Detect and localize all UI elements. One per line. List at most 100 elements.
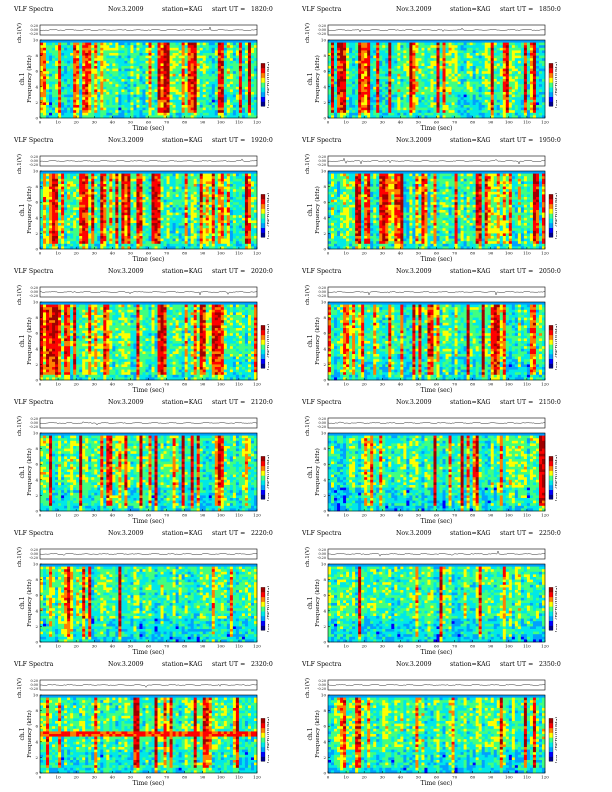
- colorbar: [548, 325, 554, 369]
- spectrogram-cells: [328, 302, 546, 381]
- x-axis-label: Time (sec): [421, 256, 453, 262]
- panel-title-label: VLF Spectra: [14, 529, 53, 539]
- panel-ut-prefix: start UT =: [212, 660, 245, 670]
- waveform-ytick-label: -0.20: [317, 32, 326, 36]
- waveform-frame: [39, 548, 258, 560]
- x-tick-label: 80: [470, 513, 476, 518]
- waveform-line: [39, 683, 258, 688]
- channel-label: ch.1: [19, 466, 26, 479]
- colorbar-label: log₁₀(PSD)(V²/Hz): [266, 324, 269, 370]
- x-axis-label: Time (sec): [133, 518, 165, 524]
- waveform-ytick-label: -0.20: [317, 294, 326, 298]
- x-tick-label: 50: [416, 775, 422, 780]
- waveform-ytick-label: 0.00: [30, 290, 38, 294]
- waveform-ytick-label: 0.20: [318, 548, 326, 552]
- x-tick-label: 60: [434, 775, 440, 780]
- channel-label: ch.1: [307, 73, 314, 86]
- x-tick-label: 20: [74, 513, 80, 518]
- x-tick-label: 90: [488, 382, 494, 387]
- x-tick-label: 120: [253, 775, 261, 780]
- y-tick-label: 4: [35, 739, 38, 744]
- y-tick-label: 6: [35, 331, 38, 336]
- channel-label: ch.1: [307, 204, 314, 217]
- spectrogram-panel: VLF Spectra Nov.3.2009 station=KAG start UT…: [302, 136, 561, 262]
- waveform-frame: [327, 286, 546, 298]
- x-tick-label: 120: [253, 251, 261, 256]
- spectrogram-cells: [40, 171, 258, 250]
- channel-label: ch.1: [307, 466, 314, 479]
- panel-start-ut: 1820:0: [251, 5, 273, 15]
- x-tick-label: 40: [398, 120, 404, 125]
- channel-label: ch.1: [307, 728, 314, 741]
- colorbar: [260, 194, 266, 238]
- spectrogram-cells: [328, 695, 546, 774]
- waveform-line: [327, 291, 546, 296]
- y-tick-label: 10: [321, 38, 327, 43]
- x-tick-label: 40: [110, 513, 116, 518]
- y-tick-label: 10: [33, 431, 39, 436]
- waveform-ytick-label: -0.20: [317, 163, 326, 167]
- y-axis-label: Frequency (kHz): [314, 448, 321, 496]
- y-tick-label: 0: [35, 640, 38, 645]
- panel-title-label: VLF Spectra: [14, 398, 53, 408]
- x-tick-label: 0: [327, 382, 330, 387]
- x-tick-label: 70: [452, 382, 458, 387]
- panel-date: Nov.3.2009: [108, 660, 144, 670]
- y-tick-label: 10: [33, 169, 39, 174]
- x-tick-label: 20: [74, 644, 80, 649]
- panel-start-ut: 2120:0: [251, 398, 273, 408]
- panel-station: station=KAG: [162, 398, 203, 408]
- spectrogram-cells: [328, 564, 546, 643]
- x-tick-label: 80: [182, 513, 188, 518]
- waveform-ytick-label: 0.00: [318, 28, 326, 32]
- x-tick-label: 110: [235, 382, 243, 387]
- y-tick-label: 6: [323, 462, 326, 467]
- x-tick-label: 30: [92, 251, 98, 256]
- x-tick-label: 10: [344, 120, 350, 125]
- x-tick-label: 20: [362, 120, 368, 125]
- y-axis-label: Frequency (kHz): [26, 579, 33, 627]
- x-tick-label: 30: [92, 513, 98, 518]
- x-tick-label: 60: [434, 251, 440, 256]
- y-tick-label: 2: [323, 624, 326, 629]
- y-tick-label: 4: [35, 84, 38, 89]
- x-tick-label: 10: [344, 775, 350, 780]
- waveform-ylabel: ch.1(V): [304, 547, 311, 567]
- x-tick-label: 70: [452, 513, 458, 518]
- y-tick-label: 0: [323, 509, 326, 514]
- x-tick-label: 80: [182, 251, 188, 256]
- x-tick-label: 80: [470, 251, 476, 256]
- x-tick-label: 120: [541, 644, 549, 649]
- x-tick-label: 30: [380, 644, 386, 649]
- x-tick-label: 70: [164, 251, 170, 256]
- waveform-ytick-label: 0.00: [30, 28, 38, 32]
- x-tick-label: 40: [398, 513, 404, 518]
- x-tick-label: 100: [505, 382, 513, 387]
- x-tick-label: 30: [380, 775, 386, 780]
- panel-station: station=KAG: [162, 267, 203, 277]
- x-tick-label: 110: [235, 775, 243, 780]
- panel-ut-prefix: start UT =: [500, 529, 533, 539]
- waveform-ytick-label: 0.00: [30, 552, 38, 556]
- y-axis-label: Frequency (kHz): [26, 186, 33, 234]
- x-tick-label: 0: [39, 251, 42, 256]
- panel-title-label: VLF Spectra: [14, 5, 53, 15]
- x-tick-label: 70: [452, 775, 458, 780]
- waveform-ytick-label: -0.20: [29, 163, 38, 167]
- colorbar: [548, 718, 554, 762]
- panel-start-ut: 1950:0: [539, 136, 561, 146]
- x-tick-label: 20: [74, 120, 80, 125]
- waveform-ylabel: ch.1(V): [16, 678, 23, 698]
- panel-date: Nov.3.2009: [396, 398, 432, 408]
- x-tick-label: 0: [327, 120, 330, 125]
- panel-start-ut: 1850:0: [539, 5, 561, 15]
- spectrogram-panel: VLF Spectra Nov.3.2009 station=KAG start UT…: [14, 136, 273, 262]
- waveform-frame: [327, 417, 546, 429]
- y-tick-label: 6: [35, 462, 38, 467]
- x-tick-label: 20: [362, 513, 368, 518]
- waveform-ytick-label: 0.00: [318, 421, 326, 425]
- panel-ut-prefix: start UT =: [212, 529, 245, 539]
- x-tick-label: 80: [470, 120, 476, 125]
- panel-station: station=KAG: [450, 5, 491, 15]
